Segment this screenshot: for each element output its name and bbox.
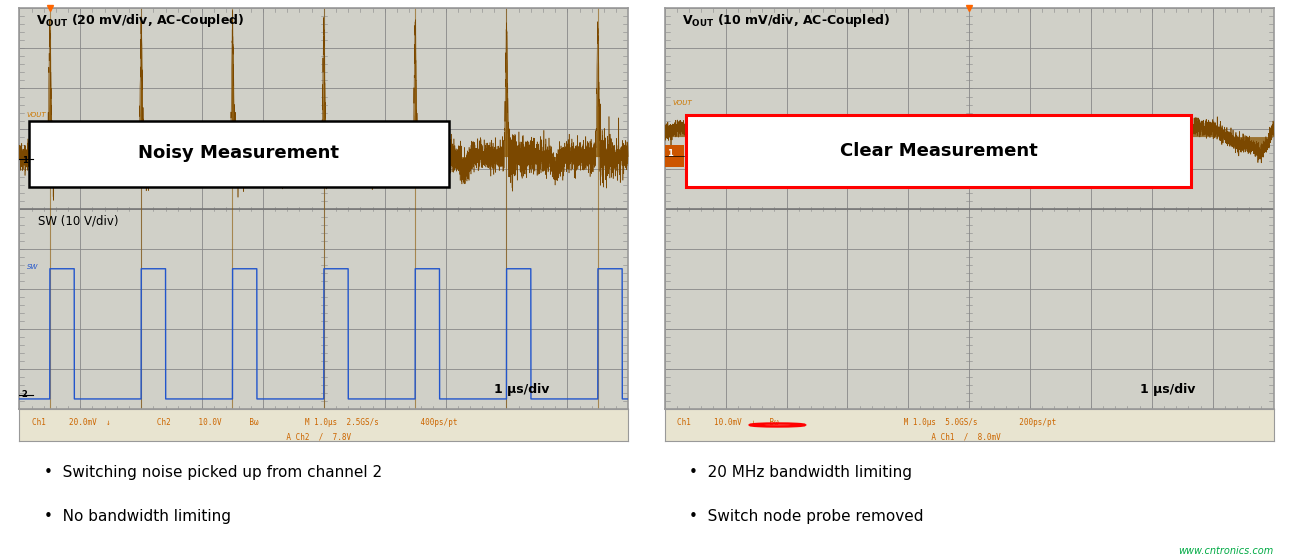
Text: A Ch2  /  7.8V: A Ch2 / 7.8V <box>31 433 350 442</box>
Text: 1: 1 <box>22 155 27 164</box>
Text: Noisy Measurement: Noisy Measurement <box>138 144 339 163</box>
Text: SW (10 V/div): SW (10 V/div) <box>37 215 118 228</box>
FancyBboxPatch shape <box>665 145 684 167</box>
Text: 1 μs/div: 1 μs/div <box>494 383 550 396</box>
Text: V$_{\mathbf{OUT}}$ (10 mV/div, AC-Coupled): V$_{\mathbf{OUT}}$ (10 mV/div, AC-Couple… <box>681 12 890 30</box>
Text: www.cntronics.com: www.cntronics.com <box>1178 546 1274 556</box>
Text: Ch1     10.0mV  ↓   Bω                           M 1.0μs  5.0GS/s         200ps/: Ch1 10.0mV ↓ Bω M 1.0μs 5.0GS/s 200ps/ <box>678 418 1056 427</box>
Text: V$_{\mathbf{OUT}}$ (20 mV/div, AC-Coupled): V$_{\mathbf{OUT}}$ (20 mV/div, AC-Couple… <box>36 12 244 30</box>
Text: Clear Measurement: Clear Measurement <box>840 141 1037 159</box>
Text: A Ch1  /  8.0mV: A Ch1 / 8.0mV <box>678 433 1001 442</box>
FancyBboxPatch shape <box>28 121 449 187</box>
Text: Ch1     20.0mV  ↓          Ch2      10.0V      Bω          M 1.0μs  2.5GS/s     : Ch1 20.0mV ↓ Ch2 10.0V Bω M 1.0μs 2.5GS/… <box>31 418 456 427</box>
Text: •  Switching noise picked up from channel 2: • Switching noise picked up from channel… <box>44 465 381 480</box>
Text: •  20 MHz bandwidth limiting: • 20 MHz bandwidth limiting <box>689 465 912 480</box>
FancyBboxPatch shape <box>687 115 1191 187</box>
Text: SW: SW <box>27 264 37 270</box>
Text: •  Switch node probe removed: • Switch node probe removed <box>689 509 923 524</box>
Text: VOUT: VOUT <box>27 112 47 117</box>
Text: VOUT: VOUT <box>672 100 692 106</box>
Text: 1: 1 <box>667 149 674 158</box>
Text: •  No bandwidth limiting: • No bandwidth limiting <box>44 509 230 524</box>
Text: 1 μs/div: 1 μs/div <box>1139 383 1195 396</box>
Text: 2: 2 <box>22 390 27 399</box>
